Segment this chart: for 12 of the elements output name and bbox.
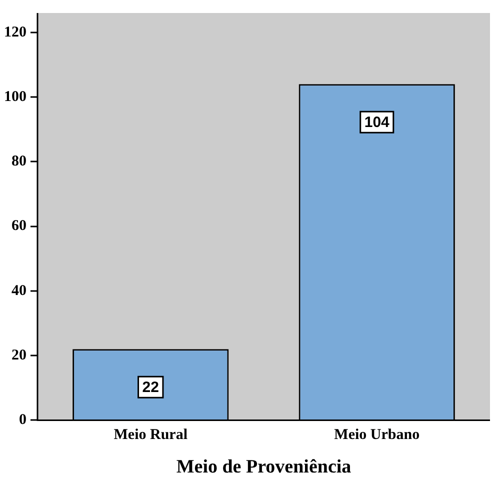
y-tick-label: 120	[4, 24, 26, 40]
y-tick-label: 40	[12, 282, 26, 299]
y-tick-label: 80	[12, 154, 26, 170]
y-tick-label: 100	[4, 88, 26, 105]
data-label: 22	[142, 379, 159, 396]
x-tick-label: Meio Urbano	[334, 427, 420, 444]
y-tick-label: 20	[12, 347, 26, 364]
x-axis-title: Meio de Proveniência	[176, 456, 352, 478]
y-tick-label: 60	[12, 218, 26, 234]
x-tick-label: Meio Rural	[114, 427, 188, 444]
data-label: 104	[364, 114, 390, 132]
y-tick-label: 0	[19, 412, 26, 428]
